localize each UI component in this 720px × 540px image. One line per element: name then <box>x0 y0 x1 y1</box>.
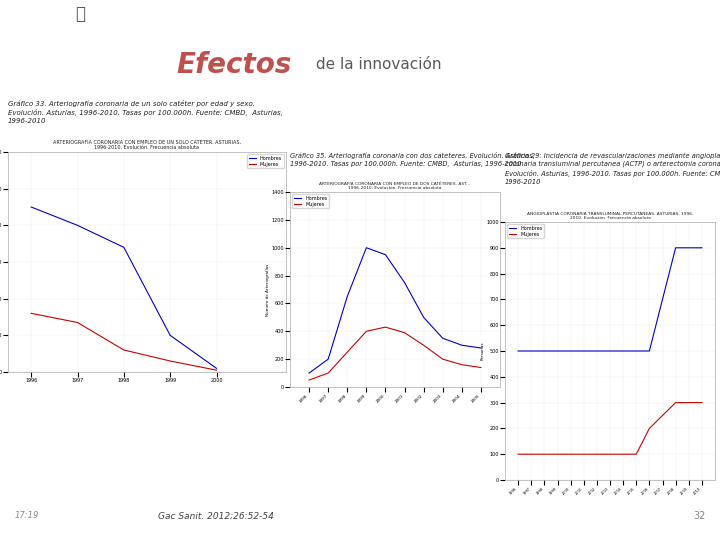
Mujeres <box>343 349 351 355</box>
Text: 32: 32 <box>693 511 706 521</box>
Hombres <box>120 244 128 251</box>
Hombres <box>685 245 693 251</box>
Hombres <box>593 348 601 354</box>
Hombres <box>606 348 614 354</box>
Text: 17:19: 17:19 <box>14 511 39 521</box>
Text: Gráfico 35. Arteriografía coronaria con dos cateteres. Evolución. Asturias,
1996: Gráfico 35. Arteriografía coronaria con … <box>290 152 535 167</box>
Mujeres <box>606 451 614 457</box>
Line: Hombres: Hombres <box>309 248 481 373</box>
Line: Hombres: Hombres <box>31 207 217 368</box>
Hombres <box>632 348 641 354</box>
Hombres <box>645 348 654 354</box>
Mujeres <box>514 451 523 457</box>
Mujeres <box>400 329 409 336</box>
Text: CONSEJERÍA DE SANIDAD: CONSEJERÍA DE SANIDAD <box>49 79 112 85</box>
Text: Gac Sanit. 2012;26:52-54: Gac Sanit. 2012;26:52-54 <box>158 511 274 521</box>
Text: de la innovación: de la innovación <box>311 57 441 72</box>
Title: ANGIOPLASTIA CORONARIA TRANSLUMINAL PERCUTANEAS. ASTURIAS. 1996-
2010. Evolución: ANGIOPLASTIA CORONARIA TRANSLUMINAL PERC… <box>527 212 693 220</box>
Mujeres <box>324 370 333 376</box>
Mujeres <box>120 347 128 353</box>
Mujeres <box>212 367 221 373</box>
Text: PRINCIPADO DE ASTURIAS: PRINCIPADO DE ASTURIAS <box>29 58 132 64</box>
Mujeres <box>671 400 680 406</box>
Legend: Hombres, Mujeres: Hombres, Mujeres <box>247 154 284 168</box>
Hombres <box>381 252 390 258</box>
Mujeres <box>698 400 706 406</box>
Text: Efectos: Efectos <box>177 51 292 79</box>
Text: ⛨: ⛨ <box>75 5 85 23</box>
Mujeres <box>553 451 562 457</box>
Mujeres <box>685 400 693 406</box>
Hombres <box>457 342 466 348</box>
Y-axis label: Número de Arteriografías: Número de Arteriografías <box>266 264 270 315</box>
Line: Mujeres: Mujeres <box>309 327 481 380</box>
Mujeres <box>477 364 485 371</box>
Text: Gráfico 29: Incidencia de revascularizaciones mediante angioplastia
coronaria tr: Gráfico 29: Incidencia de revascularizac… <box>505 152 720 185</box>
Hombres <box>477 345 485 351</box>
Hombres <box>580 348 588 354</box>
Hombres <box>553 348 562 354</box>
Mujeres <box>658 412 667 418</box>
Mujeres <box>362 328 371 334</box>
Hombres <box>438 335 447 341</box>
Line: Hombres: Hombres <box>518 248 702 351</box>
Mujeres <box>618 451 627 457</box>
Mujeres <box>593 451 601 457</box>
Hombres <box>540 348 549 354</box>
Mujeres <box>457 361 466 368</box>
Hombres <box>305 370 313 376</box>
Text: Innovación Sanitaria, 2015: Innovación Sanitaria, 2015 <box>177 8 407 23</box>
Mujeres <box>540 451 549 457</box>
Hombres <box>27 204 35 210</box>
Line: Mujeres: Mujeres <box>518 403 702 454</box>
Mujeres <box>567 451 575 457</box>
Title: ARTERIOGRAFÍA CORONARIA CON EMPLEO DE UN SOLO CATÉTER. ASTURIAS,
1996-2010. Evol: ARTERIOGRAFÍA CORONARIA CON EMPLEO DE UN… <box>53 139 241 150</box>
Hombres <box>166 332 174 339</box>
Hombres <box>618 348 627 354</box>
Hombres <box>212 365 221 372</box>
Mujeres <box>73 319 82 326</box>
Hombres <box>527 348 536 354</box>
Mujeres <box>580 451 588 457</box>
Hombres <box>73 222 82 228</box>
Hombres <box>324 356 333 362</box>
Hombres <box>343 293 351 300</box>
Mujeres <box>27 310 35 316</box>
Hombres <box>658 296 667 302</box>
Mujeres <box>527 451 536 457</box>
Mujeres <box>381 324 390 330</box>
Legend: Hombres, Mujeres: Hombres, Mujeres <box>292 194 329 208</box>
Text: GOBIERNO DEL: GOBIERNO DEL <box>50 46 109 52</box>
Mujeres <box>419 342 428 348</box>
Hombres <box>567 348 575 354</box>
Title: ARTERIOGRAFÍA CORONARIA CON EMPLEO DE DOS CATÉTERES. AST...
1996-2010. Evolución: ARTERIOGRAFÍA CORONARIA CON EMPLEO DE DO… <box>319 181 471 190</box>
Mujeres <box>645 425 654 431</box>
Hombres <box>419 314 428 321</box>
Legend: Hombres, Mujeres: Hombres, Mujeres <box>508 225 544 238</box>
Mujeres <box>166 358 174 365</box>
Text: Gráfico 33. Arteriografía coronaria de un solo catéter por edad y sexo.
Evolució: Gráfico 33. Arteriografía coronaria de u… <box>8 100 283 124</box>
Hombres <box>362 245 371 251</box>
Mujeres <box>632 451 641 457</box>
Hombres <box>671 245 680 251</box>
Line: Mujeres: Mujeres <box>31 313 217 370</box>
Y-axis label: Personas: Personas <box>481 342 485 360</box>
Mujeres <box>305 377 313 383</box>
Hombres <box>514 348 523 354</box>
Hombres <box>400 279 409 286</box>
Mujeres <box>438 356 447 362</box>
Hombres <box>698 245 706 251</box>
